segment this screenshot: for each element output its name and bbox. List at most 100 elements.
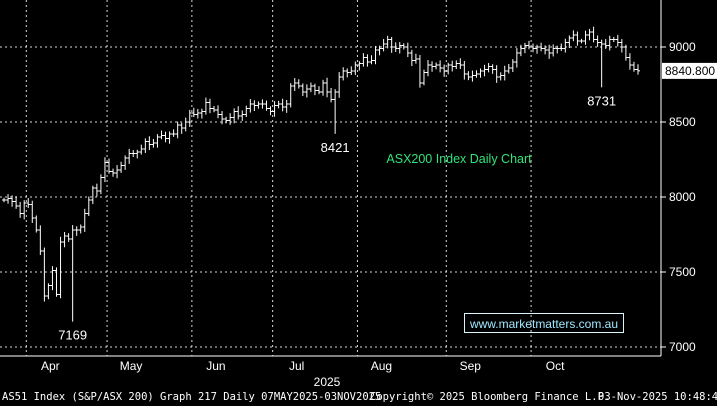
x-axis: Apr May Jun Jul Aug Sep Oct (41, 359, 565, 373)
ohlc-bar (636, 64, 640, 75)
ohlc-bar (397, 42, 402, 54)
ohlc-bar (373, 45, 378, 65)
grid-lines (0, 0, 662, 357)
ohlc-bar (240, 110, 245, 121)
ohlc-bar (147, 136, 152, 151)
ohlc-bar (619, 39, 624, 53)
ohlc-bar (316, 86, 321, 95)
ohlc-bar (430, 61, 435, 72)
ohlc-bar (86, 196, 91, 217)
annotation-8731: 8731 (587, 93, 616, 108)
ohlc-bar (58, 236, 63, 299)
asx200-ohlc-chart: 7000 7500 8000 8500 9000 8840.800 Apr May Jun Ju… (0, 0, 717, 389)
footer-bar: AS51 Index (S&P/ASX 200) Graph 217 Daily… (0, 389, 717, 406)
ohlc-bar (216, 105, 221, 119)
ohlc-bar (276, 100, 281, 109)
footer-security: AS51 Index (S&P/ASX 200) Graph 217 Daily… (2, 391, 382, 403)
ohlc-bar (90, 185, 95, 205)
ohlc-bar (175, 121, 180, 139)
ohlc-bar (466, 71, 471, 81)
ohlc-bar (522, 42, 527, 54)
ohlc-bar (409, 49, 414, 67)
ohlc-bar (10, 195, 15, 207)
ohlc-bar (567, 35, 572, 49)
ohlc-bar (74, 226, 79, 236)
ohlc-bar (304, 84, 309, 98)
ohlc-bar (551, 44, 556, 57)
ohlc-bar (280, 98, 285, 112)
annotation-8421: 8421 (321, 140, 350, 155)
ohlc-bar (421, 69, 426, 86)
ohlc-bar (203, 97, 208, 115)
ohlc-bar (183, 117, 188, 132)
ohlc-bar (252, 100, 257, 112)
ohlc-bar (446, 62, 451, 75)
ohlc-bar (191, 107, 196, 118)
ohlc-bar (405, 42, 410, 58)
ohlc-bar (187, 109, 192, 127)
ohlc-bar (631, 61, 636, 72)
y-tick-label: 9000 (669, 40, 696, 54)
y-tick-label: 8500 (669, 115, 696, 129)
footer-timestamp: 03-Nov-2025 10:48:42 (598, 391, 717, 403)
ohlc-bar (260, 99, 265, 109)
ohlc-bar (143, 138, 148, 154)
ohlc-bar (14, 196, 19, 209)
ohlc-bar (6, 194, 11, 204)
ohlc-bar (2, 197, 6, 203)
ohlc-bar (78, 224, 83, 234)
ohlc-bar (46, 283, 51, 300)
ohlc-bar (442, 64, 447, 77)
ohlc-bar (66, 233, 71, 242)
ohlc-bar (377, 45, 382, 56)
ohlc-bar (127, 148, 132, 164)
ohlc-bar (438, 60, 443, 73)
ohlc-bar (413, 53, 418, 64)
ohlc-bar (70, 225, 75, 322)
ohlc-bar (381, 39, 386, 52)
ohlc-bar (579, 38, 584, 44)
last-price-label: 8840.800 (665, 64, 715, 78)
ohlc-bar (179, 122, 184, 134)
ohlc-bar (575, 31, 580, 46)
ohlc-bar (94, 183, 99, 197)
ohlc-bar (115, 165, 120, 179)
ohlc-bar (474, 70, 479, 78)
y-tick-label: 7500 (669, 265, 696, 279)
ohlc-bar (426, 60, 431, 77)
ohlc-bar (627, 53, 632, 70)
ohlc-bar (82, 208, 87, 232)
ohlc-bar (393, 42, 398, 52)
ohlc-bar (151, 138, 156, 148)
ohlc-bar (292, 78, 297, 91)
ohlc-bar (341, 67, 346, 81)
x-tick-label-apr: Apr (41, 359, 60, 373)
ohlc-bar (284, 99, 289, 113)
x-tick-label-oct: Oct (546, 359, 565, 373)
ohlc-bar (482, 64, 487, 77)
ohlc-bar (199, 108, 204, 119)
annotation-7169: 7169 (58, 328, 87, 343)
ohlc-bar (256, 101, 261, 109)
ohlc-bar (543, 45, 548, 55)
ohlc-bar (514, 48, 519, 68)
x-tick-label-jun: Jun (206, 359, 225, 373)
ohlc-bar (50, 266, 55, 291)
ohlc-bar (34, 215, 39, 233)
ohlc-bar (288, 83, 293, 108)
ohlc-bar (195, 108, 200, 119)
ohlc-bar (329, 87, 334, 103)
ohlc-bar (349, 66, 354, 76)
ohlc-bar (171, 129, 176, 137)
ohlc-bar (417, 54, 422, 88)
ohlc-bar (131, 150, 136, 157)
ohlc-bar (333, 89, 338, 134)
ohlc-bar (163, 131, 168, 143)
ohlc-bar (555, 45, 560, 54)
ohlc-bar (18, 201, 23, 218)
x-tick-label-aug: Aug (371, 359, 392, 373)
ohlc-bar (571, 30, 576, 42)
ohlc-bar (494, 65, 499, 83)
ohlc-bar (26, 198, 31, 208)
ohlc-bar (547, 44, 552, 59)
